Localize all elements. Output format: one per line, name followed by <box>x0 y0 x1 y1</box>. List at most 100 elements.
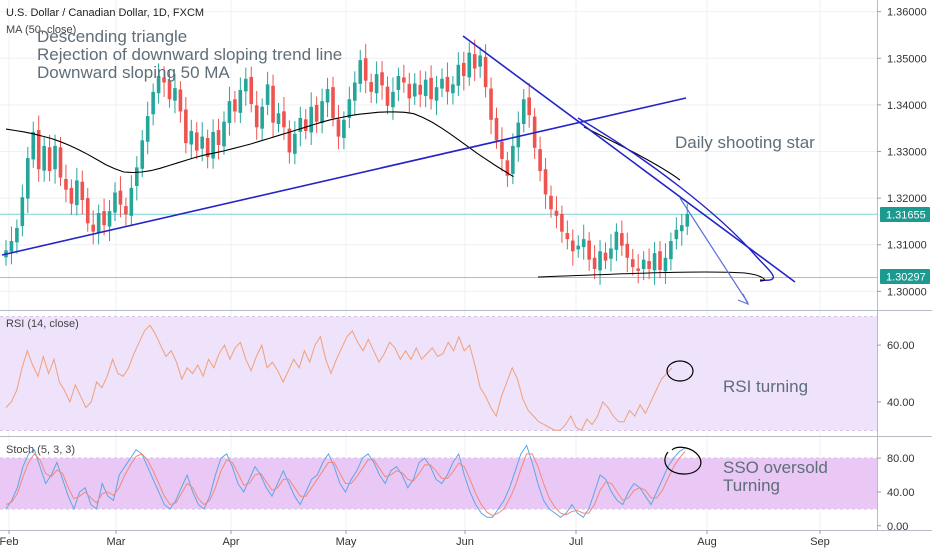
candle <box>521 89 526 133</box>
stoch-title[interactable]: Stoch (5, 3, 3) <box>6 444 75 456</box>
candle <box>554 196 559 229</box>
time-axis[interactable]: Feb Mar Apr May Jun Jul Aug Sep <box>0 530 830 548</box>
candle <box>451 75 455 105</box>
candle <box>31 121 36 168</box>
candle <box>36 115 41 182</box>
time-tick-label: Mar <box>107 536 126 548</box>
ma-label[interactable]: MA (50, close) <box>6 24 76 36</box>
candle <box>658 241 662 279</box>
stoch-band <box>0 458 877 509</box>
candle <box>429 65 433 110</box>
time-tick-label: Sep <box>810 536 830 548</box>
candle <box>369 73 373 104</box>
candle <box>91 210 95 245</box>
candle <box>663 243 668 284</box>
rsi-title[interactable]: RSI (14, close) <box>6 318 79 330</box>
candle <box>320 88 324 134</box>
support-price-label: 1.30297 <box>886 272 926 284</box>
stoch-circle-marker[interactable] <box>664 446 702 475</box>
ascending-trendline[interactable] <box>1 97 687 256</box>
candle <box>249 66 254 113</box>
price-tick-label: 1.35000 <box>887 53 927 65</box>
candle <box>527 82 531 128</box>
time-tick-label: Apr <box>222 536 239 548</box>
candle <box>652 241 657 285</box>
candle <box>680 213 684 246</box>
rsi-tick-label: 60.00 <box>887 340 915 352</box>
candle <box>505 151 510 187</box>
annotation-sso-oversold: SSO oversold <box>723 458 828 477</box>
candle <box>184 96 188 154</box>
ma50-extension-drawing[interactable] <box>583 126 681 181</box>
candle <box>102 198 106 236</box>
candle <box>145 101 150 155</box>
candle <box>244 67 248 106</box>
price-tick-label: 1.30000 <box>887 286 927 298</box>
candle <box>363 43 368 94</box>
candle <box>418 70 422 108</box>
candle <box>636 254 640 284</box>
annotation-rejection: Rejection of downward sloping trend line <box>37 45 342 64</box>
candle <box>445 62 450 105</box>
candle <box>178 81 183 123</box>
candle <box>129 175 134 227</box>
candle <box>336 104 341 150</box>
candle <box>309 92 313 145</box>
time-tick-label: Aug <box>697 536 717 548</box>
candle <box>85 187 90 232</box>
candle <box>598 240 602 285</box>
candle <box>167 70 172 108</box>
rsi-band <box>0 316 877 431</box>
candle <box>156 63 161 104</box>
candle <box>592 245 597 280</box>
candle <box>314 96 319 133</box>
rsi-tick-label: 40.00 <box>887 397 915 409</box>
candle <box>467 42 472 86</box>
candle <box>96 204 101 245</box>
projection-arrow-line[interactable] <box>679 197 749 304</box>
candle <box>358 49 363 93</box>
candle <box>560 205 564 243</box>
candle <box>549 185 553 218</box>
candle <box>674 217 679 250</box>
candle <box>625 232 630 273</box>
symbol-title[interactable]: U.S. Dollar / Canadian Dollar, 1D, FXCM <box>6 7 204 19</box>
candle <box>80 170 85 215</box>
candle <box>20 184 25 237</box>
triangle-apex-curve[interactable] <box>577 117 774 281</box>
price-tick-label: 1.33000 <box>887 147 927 159</box>
candle <box>342 111 346 150</box>
stoch-k-line <box>5 444 686 519</box>
stoch-axis[interactable]: 80.00 40.00 0.00 <box>877 453 915 533</box>
candle <box>276 103 281 133</box>
candle <box>641 251 646 281</box>
candle <box>205 129 210 169</box>
descending-trendline[interactable] <box>462 35 796 283</box>
rsi-axis[interactable]: 60.00 40.00 <box>877 340 915 409</box>
price-axis[interactable]: 1.36000 1.35000 1.34000 1.33000 1.32000 1.310… <box>877 7 927 299</box>
candle <box>423 71 428 108</box>
rsi-circle-marker[interactable] <box>666 360 694 382</box>
candle <box>233 90 237 123</box>
candle <box>325 77 330 118</box>
rsi-line <box>5 324 673 431</box>
candle <box>298 106 303 147</box>
support-curve[interactable] <box>537 271 765 282</box>
candle <box>287 120 292 164</box>
support-price-tag: 1.30297 <box>880 269 930 284</box>
candle <box>380 61 384 100</box>
candle <box>374 61 379 104</box>
candle <box>140 130 145 178</box>
stoch-d-line <box>5 451 686 517</box>
candle <box>53 134 57 184</box>
candle <box>118 176 123 218</box>
candle <box>647 248 651 280</box>
candle <box>609 234 613 272</box>
candle <box>293 121 297 165</box>
time-tick-label: Jun <box>456 536 474 548</box>
candle <box>353 71 357 116</box>
candle <box>489 77 493 135</box>
candle <box>200 122 204 162</box>
candle <box>434 75 439 116</box>
